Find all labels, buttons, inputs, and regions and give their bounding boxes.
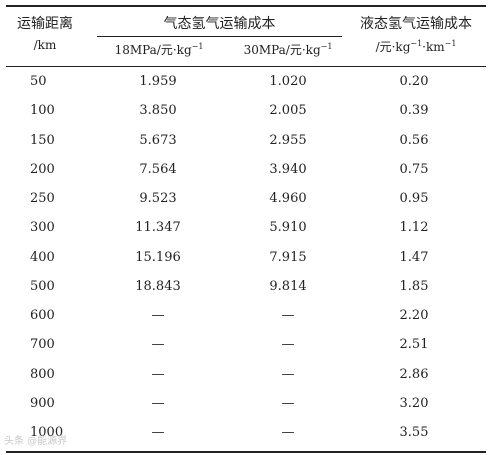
cell-distance: 900 <box>30 395 55 411</box>
cell-gas-30mpa: — <box>281 337 295 353</box>
cell-gas-18mpa: — <box>151 395 165 411</box>
cell-liquid: 1.85 <box>399 278 429 294</box>
cell-liquid: 1.12 <box>399 220 429 236</box>
cell-liquid: 2.20 <box>399 308 429 323</box>
cell-liquid: 2.86 <box>399 366 429 382</box>
cell-gas-18mpa: 7.564 <box>139 161 177 177</box>
cell-gas-18mpa: — <box>151 366 165 382</box>
cell-gas-18mpa: 1.959 <box>139 74 177 89</box>
cell-distance: 700 <box>30 337 55 353</box>
cell-gas-30mpa: 9.814 <box>269 278 307 294</box>
table-bottom-rule <box>6 451 486 453</box>
cell-gas-18mpa: — <box>151 308 165 323</box>
cell-liquid: 0.95 <box>399 191 429 206</box>
table-top-rule <box>6 5 486 7</box>
cell-gas-30mpa: 2.005 <box>269 103 307 119</box>
cell-gas-30mpa: — <box>281 366 295 382</box>
cell-distance: 600 <box>30 308 55 323</box>
cell-liquid: 0.39 <box>399 103 429 119</box>
cell-gas-18mpa: 3.850 <box>139 103 177 119</box>
cell-gas-30mpa: 1.020 <box>269 74 307 89</box>
cell-gas-30mpa: — <box>281 308 295 323</box>
header-bottom-rule <box>6 66 486 67</box>
header-gas-group: 气态氢气运输成本 <box>163 16 276 32</box>
header-distance-label: 运输距离 <box>17 16 73 32</box>
cell-distance: 50 <box>30 74 47 89</box>
cell-distance: 150 <box>30 132 55 148</box>
cell-distance: 300 <box>30 220 55 236</box>
cell-distance: 400 <box>30 249 55 265</box>
cell-gas-30mpa: — <box>281 395 295 411</box>
gas-group-rule <box>97 36 342 37</box>
header-liquid-unit: /元·kg−1·km−1 <box>375 39 457 55</box>
cell-distance: 250 <box>30 191 55 206</box>
cell-distance: 200 <box>30 161 55 177</box>
cell-gas-30mpa: 2.955 <box>269 132 307 148</box>
cell-gas-18mpa: 18.843 <box>135 278 181 294</box>
cell-distance: 100 <box>30 103 55 119</box>
cell-liquid: 0.56 <box>399 132 429 148</box>
cell-gas-30mpa: 7.915 <box>269 249 307 265</box>
watermark: 头条 @能源界 <box>4 436 68 447</box>
header-distance-unit: /km <box>33 38 57 52</box>
cell-gas-18mpa: — <box>151 425 165 440</box>
cell-liquid: 0.75 <box>399 161 429 177</box>
cell-gas-30mpa: 4.960 <box>269 191 307 206</box>
cell-gas-30mpa: 3.940 <box>269 161 307 177</box>
cell-liquid: 3.20 <box>399 395 429 411</box>
cell-gas-18mpa: — <box>151 337 165 353</box>
cell-gas-18mpa: 9.523 <box>139 191 177 206</box>
cell-distance: 500 <box>30 278 55 294</box>
cell-distance: 800 <box>30 366 55 382</box>
cell-gas-30mpa: 5.910 <box>269 220 307 236</box>
cell-liquid: 1.47 <box>399 249 429 265</box>
cell-liquid: 3.55 <box>399 425 429 440</box>
cell-gas-30mpa: — <box>281 425 295 440</box>
header-liquid-label: 液态氢气运输成本 <box>360 16 472 32</box>
cell-liquid: 2.51 <box>399 337 429 353</box>
cell-gas-18mpa: 11.347 <box>135 220 181 236</box>
cell-liquid: 0.20 <box>399 74 429 89</box>
cell-gas-18mpa: 15.196 <box>135 249 181 265</box>
cell-distance: 1000 <box>30 425 64 440</box>
header-gas-18mpa: 18MPa/元·kg−1 <box>114 42 204 58</box>
header-gas-30mpa: 30MPa/元·kg−1 <box>243 42 333 58</box>
cell-gas-18mpa: 5.673 <box>139 132 177 148</box>
